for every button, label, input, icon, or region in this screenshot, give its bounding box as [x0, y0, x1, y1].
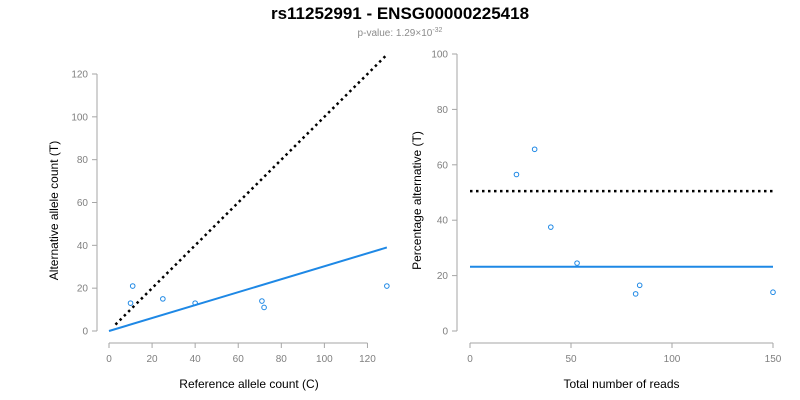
- data-point: [548, 224, 554, 230]
- x-tick-label: 60: [233, 354, 245, 365]
- null-expectation-dotted-line: [114, 53, 388, 326]
- x-tick-label: 0: [106, 354, 112, 365]
- fitted-trend-line: [108, 246, 388, 332]
- y-axis-label: Alternative allele count (T): [47, 141, 61, 280]
- x-tick-label: 0: [467, 354, 473, 365]
- y-tick-label: 20: [437, 271, 449, 282]
- data-point: [513, 171, 520, 178]
- title-block: rs11252991 - ENSG00000225418 p-value: 1.…: [0, 4, 800, 40]
- y-tick-label: 60: [77, 198, 89, 209]
- data-point: [531, 146, 538, 153]
- x-tick-label: 50: [565, 354, 577, 365]
- y-tick-label: 80: [77, 155, 89, 166]
- y-tick-label: 120: [71, 70, 88, 81]
- p-value-exponent: -32: [432, 27, 443, 34]
- y-tick-label: 0: [442, 327, 448, 338]
- chart-title: rs11252991 - ENSG00000225418: [270, 4, 530, 23]
- data-point: [636, 282, 643, 289]
- x-tick-label: 150: [765, 354, 782, 365]
- y-axis-label: Percentage alternative (T): [410, 131, 424, 270]
- data-point: [259, 298, 265, 304]
- data-point: [129, 283, 136, 289]
- x-axis-label: Reference allele count (C): [179, 377, 318, 391]
- p-value-text: p-value: 1.29×10: [357, 28, 433, 39]
- x-tick-label: 40: [190, 354, 202, 365]
- data-point: [192, 300, 198, 306]
- data-point: [384, 283, 390, 289]
- x-tick-label: 100: [316, 354, 333, 365]
- y-tick-label: 40: [437, 216, 449, 227]
- data-point: [770, 289, 776, 296]
- y-tick-label: 80: [437, 105, 449, 116]
- percentage-alternative-scatter-panel: 0 50 100 150 0 20 40 60 80 100 Total number of rea…: [410, 50, 782, 392]
- data-point: [127, 300, 134, 306]
- allele-count-scatter-panel: 0 20 40 60 80 100 120 0 20 40 60 80 100 120 Reference …: [47, 53, 390, 391]
- y-tick-label: 40: [77, 241, 89, 252]
- data-point: [574, 260, 580, 266]
- x-tick-label: 80: [276, 354, 288, 365]
- x-tick-label: 100: [664, 354, 681, 365]
- x-axis-label: Total number of reads: [563, 377, 679, 391]
- y-tick-label: 0: [82, 327, 88, 338]
- y-tick-label: 100: [431, 50, 448, 61]
- data-point: [160, 296, 166, 302]
- y-tick-label: 60: [437, 160, 449, 171]
- y-tick-label: 100: [71, 112, 88, 123]
- p-value-subtitle: p-value: 1.29×10-32: [0, 25, 800, 40]
- data-point: [261, 304, 267, 311]
- x-tick-label: 120: [359, 354, 376, 365]
- y-tick-label: 20: [77, 284, 89, 295]
- data-point: [632, 291, 639, 297]
- x-tick-label: 20: [147, 354, 159, 365]
